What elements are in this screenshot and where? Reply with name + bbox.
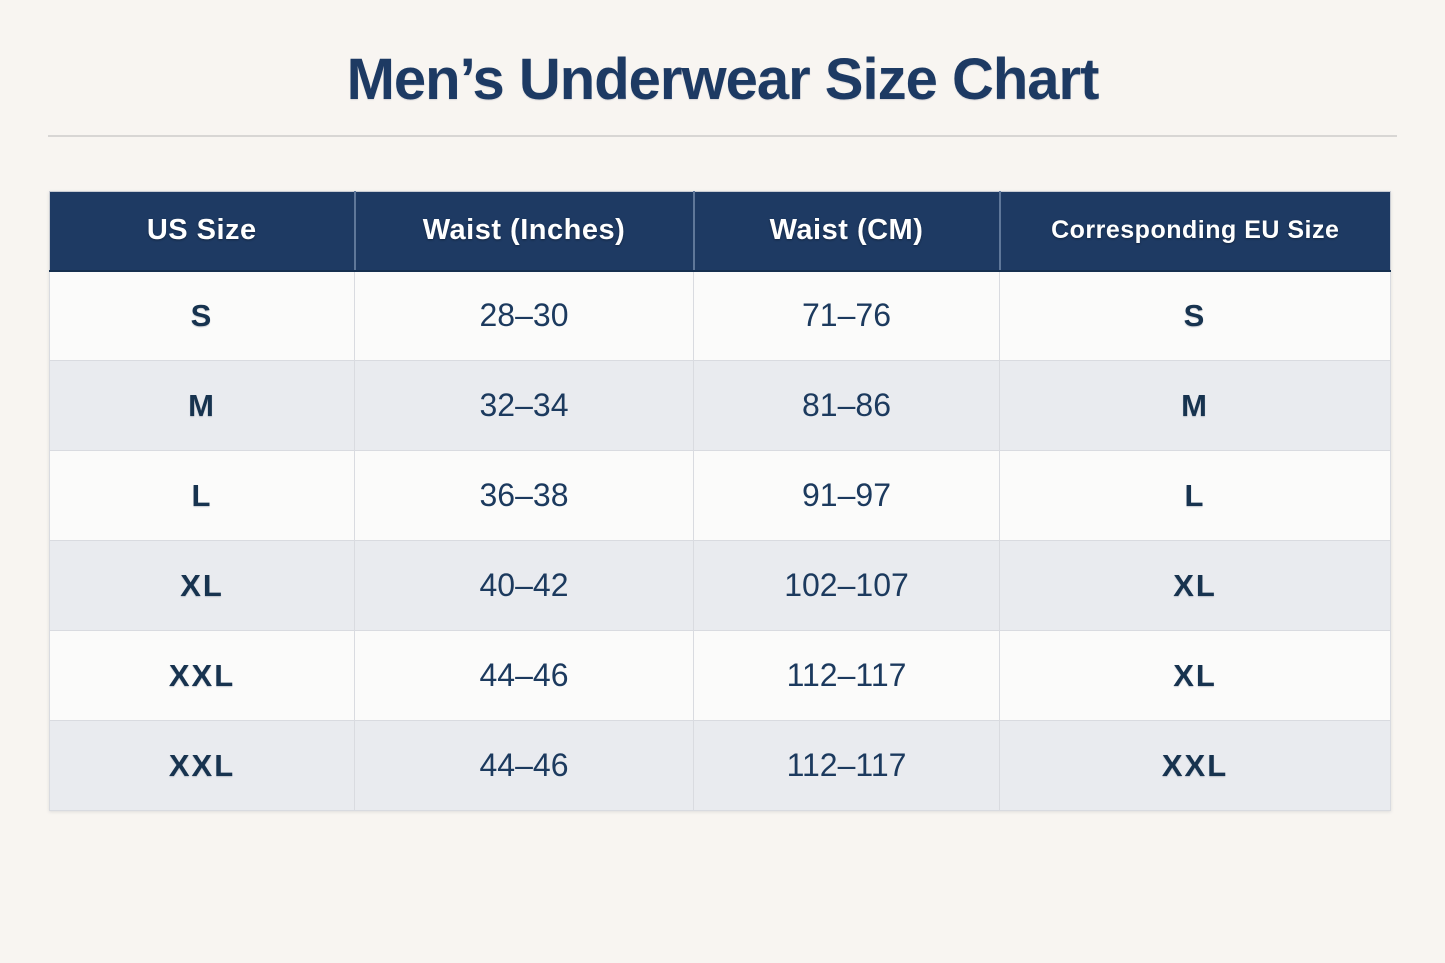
table-row: XXL 44–46 112–117 XL — [49, 630, 1391, 721]
table-cell: 44–46 — [354, 720, 694, 811]
table-cell: M — [49, 360, 355, 451]
table-cell: L — [49, 450, 355, 541]
table-row: S 28–30 71–76 S — [49, 270, 1391, 361]
table-cell: 112–117 — [693, 630, 1000, 721]
header-row: US Size Waist (Inches) Waist (CM) Correspon… — [49, 191, 1391, 272]
table-cell: S — [49, 270, 355, 361]
table-cell: XL — [49, 540, 355, 631]
table-cell: M — [999, 360, 1391, 451]
table-cell: 44–46 — [354, 630, 694, 721]
table-cell: XXL — [49, 720, 355, 811]
size-table: US Size Waist (Inches) Waist (CM) Correspon… — [49, 191, 1391, 811]
table-row: M 32–34 81–86 M — [49, 360, 1391, 451]
table-cell: XL — [999, 630, 1391, 721]
table-cell: 40–42 — [354, 540, 694, 631]
table-cell: 81–86 — [693, 360, 1000, 451]
size-table-body: S 28–30 71–76 S M 32–34 81–86 M L 36–38 91–97 L XL 40… — [49, 270, 1391, 811]
table-cell: 71–76 — [693, 270, 1000, 361]
page-title: Men’s Underwear Size Chart — [346, 47, 1100, 112]
table-cell: XXL — [999, 720, 1391, 811]
table-cell: XXL — [49, 630, 355, 721]
column-header-2: Waist (CM) — [693, 191, 1001, 272]
title-divider — [48, 135, 1397, 137]
column-header-0: US Size — [49, 191, 356, 272]
table-cell: 36–38 — [354, 450, 694, 541]
size-table-header: US Size Waist (Inches) Waist (CM) Correspon… — [49, 191, 1391, 272]
table-cell: 32–34 — [354, 360, 694, 451]
table-cell: L — [999, 450, 1391, 541]
column-header-1: Waist (Inches) — [354, 191, 695, 272]
table-cell: 102–107 — [693, 540, 1000, 631]
table-row: L 36–38 91–97 L — [49, 450, 1391, 541]
table-row: XXL 44–46 112–117 XXL — [49, 720, 1391, 811]
table-cell: 28–30 — [354, 270, 694, 361]
table-cell: 112–117 — [693, 720, 1000, 811]
table-row: XL 40–42 102–107 XL — [49, 540, 1391, 631]
table-cell: 91–97 — [693, 450, 1000, 541]
table-cell: XL — [999, 540, 1391, 631]
size-table-container: US Size Waist (Inches) Waist (CM) Correspon… — [49, 191, 1391, 811]
table-cell: S — [999, 270, 1391, 361]
column-header-3: Corresponding EU Size — [999, 191, 1391, 272]
